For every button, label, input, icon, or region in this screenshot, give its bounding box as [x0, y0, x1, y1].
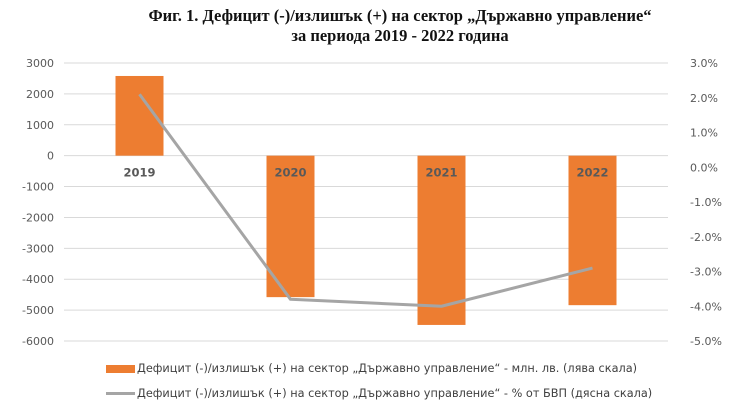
right-axis-tick: -2.0%: [690, 231, 722, 244]
left-axis-tick: 1000: [26, 119, 54, 132]
left-axis-tick: -6000: [22, 335, 54, 348]
bar-2022: [568, 155, 617, 306]
left-axis-tick: -3000: [22, 242, 54, 255]
right-axis-tick: -4.0%: [690, 300, 722, 313]
category-label: 2020: [274, 166, 306, 180]
right-axis-tick: 0.0%: [690, 161, 718, 174]
legend-line-swatch: [106, 392, 135, 395]
legend-item-bar: Дефицит (-)/излишък (+) на сектор „Държа…: [106, 362, 637, 375]
right-axis-tick: 1.0%: [690, 127, 718, 140]
left-axis-tick: -5000: [22, 304, 54, 317]
left-axis-tick: -2000: [22, 211, 54, 224]
right-axis-tick: 2.0%: [690, 92, 718, 105]
right-axis-tick: -5.0%: [690, 335, 722, 348]
right-axis-tick: -1.0%: [690, 196, 722, 209]
legend-bar-label: Дефицит (-)/излишък (+) на сектор „Държа…: [137, 362, 638, 375]
right-axis-tick: -3.0%: [690, 266, 722, 279]
left-axis-tick: -1000: [22, 181, 54, 194]
legend-line-label: Дефицит (-)/излишък (+) на сектор „Държа…: [137, 387, 653, 400]
category-label: 2022: [576, 166, 608, 180]
legend-item-line: Дефицит (-)/излишък (+) на сектор „Държа…: [106, 387, 652, 400]
left-axis-tick: 0: [47, 150, 54, 163]
bar-2021: [417, 155, 466, 325]
chart-title-line2: за периода 2019 - 2022 година: [291, 26, 509, 45]
category-label: 2021: [425, 166, 457, 180]
left-axis-tick: 3000: [26, 57, 54, 70]
right-axis-tick: 3.0%: [690, 57, 718, 70]
percent-gdp-line: [138, 93, 593, 308]
chart-title: Фиг. 1. Дефицит (-)/излишък (+) на секто…: [0, 6, 740, 46]
left-axis-tick: -4000: [22, 273, 54, 286]
legend-bar-swatch: [106, 364, 135, 373]
bar-2020: [266, 155, 315, 298]
left-axis-tick: 2000: [26, 88, 54, 101]
chart-title-line1: Фиг. 1. Дефицит (-)/излишък (+) на секто…: [148, 6, 652, 25]
category-label: 2019: [123, 166, 155, 180]
